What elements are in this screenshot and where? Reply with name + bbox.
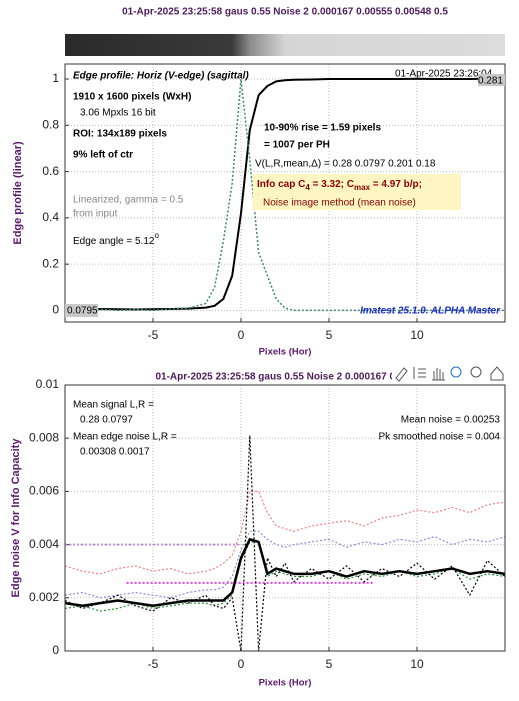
annotation: = 3.32; C bbox=[310, 179, 354, 190]
series-line bbox=[65, 78, 505, 312]
series-line bbox=[65, 434, 505, 651]
y-axis-label: Edge profile (linear) bbox=[12, 141, 24, 245]
icon-pan[interactable] bbox=[432, 368, 445, 381]
annotation: 0.28 0.0797 bbox=[80, 415, 133, 426]
edge-image bbox=[65, 34, 505, 56]
x-tick-label: -5 bbox=[148, 657, 159, 671]
y-tick-label: 0.002 bbox=[29, 590, 59, 604]
x-tick-label: 10 bbox=[410, 328, 424, 342]
y-tick-label: 0 bbox=[52, 303, 59, 317]
x-axis-label: Pixels (Hor) bbox=[259, 347, 312, 358]
icon-zoom-out[interactable] bbox=[470, 366, 482, 378]
plot-frame bbox=[64, 384, 506, 652]
x-tick-label: 0 bbox=[238, 328, 245, 342]
info-box bbox=[253, 174, 461, 210]
y-tick-label: 0.01 bbox=[36, 377, 60, 391]
y-tick-label: 0 bbox=[52, 643, 59, 657]
annotation: Edge profile: Horiz (V-edge) (sagittal) bbox=[73, 71, 249, 82]
x-tick-label: 0 bbox=[238, 657, 245, 671]
annotation: Mean edge noise L,R = bbox=[73, 432, 177, 443]
chart-title: 01-Apr-2025 23:25:58 gaus 0.55 Noise 2 0… bbox=[155, 372, 414, 383]
x-axis-label: Pixels (Hor) bbox=[259, 678, 312, 689]
annotation: from input bbox=[73, 209, 118, 220]
y-tick-label: 1 bbox=[52, 71, 59, 85]
annotation: 9% left of ctr bbox=[73, 150, 133, 161]
annotation: = 1007 per PH bbox=[264, 140, 330, 151]
annotation: ROI: 134x189 pixels bbox=[73, 129, 167, 140]
plot: 0 0.002 0.004 0.006 0.008 0.01 -5 0 5 10 bbox=[29, 377, 506, 671]
label-bg bbox=[65, 304, 98, 317]
icon-home[interactable] bbox=[490, 366, 504, 381]
y-tick-label: 0.004 bbox=[29, 537, 59, 551]
toolbar bbox=[392, 364, 508, 382]
annotation: = 4.97 b/p; bbox=[370, 179, 422, 190]
annotation: Noise image method (mean noise) bbox=[263, 198, 416, 209]
annotation: Info cap C bbox=[257, 179, 305, 190]
annotation: max bbox=[354, 183, 371, 192]
label-bg bbox=[478, 74, 505, 86]
y-tick-label: 0.006 bbox=[29, 484, 59, 498]
annotation: Info cap C4 = 3.32; Cmax = 4.97 b/p; bbox=[257, 179, 422, 192]
annotations: Mean signal L,R = 0.28 0.0797 Mean edge … bbox=[73, 400, 500, 458]
annotation: 01-Apr-2025 23:26:04 bbox=[395, 69, 493, 80]
annotation: 0.281 bbox=[478, 76, 503, 87]
icon-datatips[interactable] bbox=[413, 367, 426, 379]
annotation: V(L,R,mean,Δ) = 0.28 0.0797 0.201 0.18 bbox=[255, 159, 436, 170]
y-tick-label: 0.6 bbox=[42, 164, 59, 178]
annotation: Edge angle = 5.12 bbox=[73, 236, 155, 247]
annotation: 10-90% rise = 1.59 pixels bbox=[264, 123, 381, 134]
annotation: Imatest 25.1.0. ALPHA Master bbox=[360, 306, 501, 317]
series-group bbox=[65, 434, 505, 651]
annotations: Edge profile: Horiz (V-edge) (sagittal) … bbox=[65, 69, 505, 317]
chart-title: 01-Apr-2025 23:25:58 gaus 0.55 Noise 2 0… bbox=[122, 7, 448, 18]
y-tick-label: 0.8 bbox=[42, 117, 59, 131]
annotation: 3.06 Mpxls 16 bit bbox=[80, 108, 156, 119]
annotation: Pk smoothed noise = 0.004 bbox=[379, 432, 501, 443]
x-tick-label: -5 bbox=[148, 328, 159, 342]
x-tick-label: 10 bbox=[410, 657, 424, 671]
y-tick-label: 0.4 bbox=[42, 210, 59, 224]
icon-zoom-in[interactable] bbox=[450, 366, 462, 378]
annotation: Mean signal L,R = bbox=[73, 400, 154, 411]
annotation: Linearized, gamma = 0.5 bbox=[73, 195, 184, 206]
annotation: 0.00308 0.0017 bbox=[80, 447, 150, 458]
y-tick-label: 0.008 bbox=[29, 430, 59, 444]
series-line bbox=[65, 530, 505, 599]
y-tick-label: 0.2 bbox=[42, 256, 59, 270]
series-line bbox=[65, 77, 505, 311]
annotation: 0.0795 bbox=[67, 306, 98, 317]
annotation: o bbox=[154, 231, 159, 240]
x-tick-label: 5 bbox=[326, 328, 333, 342]
series-group bbox=[65, 77, 505, 312]
annotation: 1910 x 1600 pixels (WxH) bbox=[73, 92, 191, 103]
x-tick-label: 5 bbox=[326, 657, 333, 671]
annotation: Mean noise = 0.00253 bbox=[401, 415, 501, 426]
plot-frame bbox=[64, 63, 506, 323]
annotation: 4 bbox=[305, 183, 310, 192]
series-line bbox=[65, 490, 505, 575]
y-axis-label: Edge noise V for Info Capacity bbox=[10, 438, 22, 598]
icon-brush[interactable] bbox=[395, 367, 408, 382]
annotation: Edge angle = 5.12o bbox=[73, 231, 159, 247]
series-line bbox=[65, 538, 505, 608]
